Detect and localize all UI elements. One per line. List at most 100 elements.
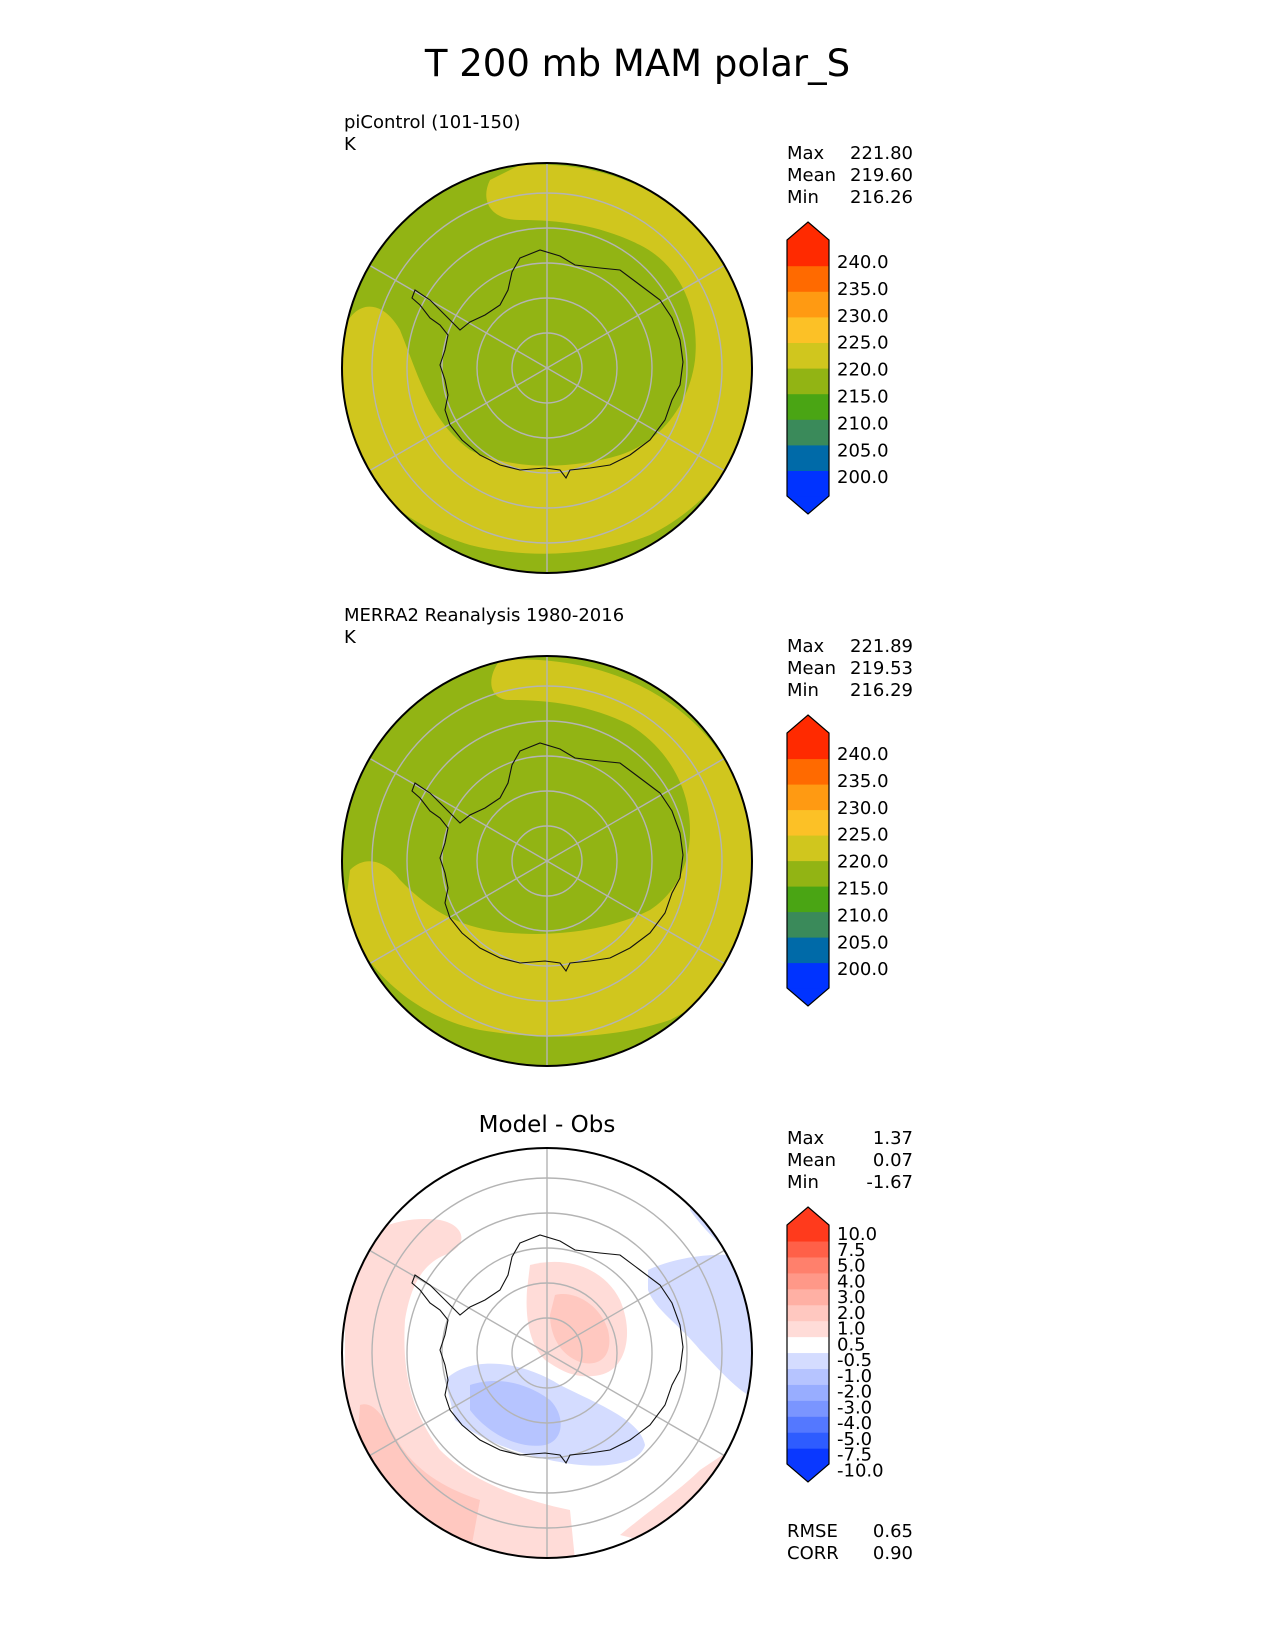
stat-label-max: Max [787,143,825,164]
panel2-colorbar: 240.0 235.0 230.0 225.0 220.0 215.0 210.0 205.0… [786,714,889,1007]
stat-label-min: Min [787,1172,819,1193]
metric-label-rmse: RMSE [787,1521,838,1542]
colorbar-tick-label: 225.0 [837,825,889,846]
panel1-title: piControl (101-150) [344,112,521,133]
metric-value-rmse: 0.65 [872,1521,913,1542]
colorbar-outline [786,221,830,515]
colorbar-tick-label: 240.0 [837,252,889,273]
colorbar-band [787,758,829,785]
stat-label-mean: Mean [787,165,837,186]
map-boundary [341,162,753,574]
panel1-units: K [344,134,356,155]
colorbar-extend-low [787,1464,829,1482]
colorbar-tick-label: -5.0 [837,1429,872,1450]
field-region-positive-core [550,1294,610,1364]
panel3-map: 10.07.55.04.03.02.01.00.5-0.5-1.0-2.0-3.… [341,1147,884,1559]
panel2-map: 240.0 235.0 230.0 225.0 220.0 215.0 210.0 205.0… [341,655,889,1067]
field-region-220-225 [345,659,752,1037]
colorbar-tick-label: 215.0 [837,387,889,408]
stat-value-min: 216.29 [850,680,913,701]
stat-label-mean: Mean [787,658,837,679]
colorbar-band [787,784,829,811]
colorbar-band [787,1384,829,1401]
graticule [368,656,726,1066]
colorbar-tick-label: 205.0 [837,440,889,461]
colorbar-tick-label: 3.0 [837,1287,866,1308]
stat-value-mean: 219.53 [850,658,913,679]
colorbar-tick-label: 220.0 [837,360,889,381]
stat-value-max: 1.37 [872,1128,913,1149]
stat-label-min: Min [787,187,819,208]
colorbar-band [787,1400,829,1417]
panel2-units: K [344,627,356,648]
colorbar-tick-label: -10.0 [837,1460,884,1481]
colorbar-band [787,368,829,395]
colorbar-extend-low [787,496,829,514]
metric-value-corr: 0.90 [872,1543,913,1564]
colorbar-band [787,1368,829,1385]
colorbar-tick-label: 200.0 [837,959,889,980]
colorbar-tick-label: 225.0 [837,333,889,354]
colorbar-band [787,240,829,267]
coastline-antarctica [411,1234,684,1465]
stat-value-max: 221.80 [850,143,913,164]
colorbar-tick-label: -1.0 [837,1366,872,1387]
metric-label-corr: CORR [787,1543,839,1564]
field-region-positive-south [620,1450,740,1545]
stat-value-max: 221.89 [850,636,913,657]
colorbar-band [787,1304,829,1322]
colorbar-tick-label: 240.0 [837,744,889,765]
colorbar-band [787,419,829,446]
stat-value-min: 216.26 [850,187,913,208]
colorbar-band [787,316,829,343]
field-region-negative-east [648,1254,752,1400]
colorbar-tick-label: 7.5 [837,1240,866,1261]
panel2-title: MERRA2 Reanalysis 1980-2016 [344,605,625,626]
stat-label-mean: Mean [787,1150,837,1171]
colorbar-band [787,835,829,862]
stat-label-max: Max [787,636,825,657]
colorbar-tick-label: 220.0 [837,852,889,873]
colorbar-band [787,1256,829,1274]
colorbar-band [787,444,829,471]
colorbar-band [787,809,829,836]
colorbar-band [787,733,829,760]
colorbar-outline [786,1206,830,1483]
colorbar-tick-label: 205.0 [837,932,889,953]
graticule [368,1148,726,1558]
panel3-colorbar: 10.07.55.04.03.02.01.00.5-0.5-1.0-2.0-3.… [786,1206,884,1483]
stat-value-mean: 219.60 [850,165,913,186]
colorbar-outline [786,714,830,1007]
colorbar-extend-high [787,222,829,240]
colorbar-tick-label: 200.0 [837,467,889,488]
colorbar-band [787,342,829,369]
colorbar-tick-label: 215.0 [837,879,889,900]
colorbar-band [787,265,829,292]
map-boundary [341,1147,753,1559]
colorbar-band [787,393,829,420]
colorbar-band [787,860,829,887]
colorbar-tick-label: 2.0 [837,1303,866,1324]
stat-value-min: -1.67 [866,1172,913,1193]
colorbar-tick-label: -4.0 [837,1413,872,1434]
colorbar-extend-high [787,715,829,733]
colorbar-band [787,1320,829,1338]
colorbar-band [787,1272,829,1290]
colorbar-tick-label: 235.0 [837,771,889,792]
colorbar-band [787,937,829,964]
colorbar-tick-label: 5.0 [837,1256,866,1277]
panel2-stats: Max 221.89 Mean 219.53 Min 216.29 [787,636,913,702]
stat-label-max: Max [787,1128,825,1149]
colorbar-tick-label: -7.5 [837,1445,872,1466]
field-region-220-225 [342,164,752,554]
stat-value-mean: 0.07 [872,1150,913,1171]
stat-label-min: Min [787,680,819,701]
colorbar-tick-label: 0.5 [837,1334,866,1355]
colorbar-band [787,1416,829,1433]
colorbar-tick-label: 235.0 [837,279,889,300]
colorbar-band [787,1240,829,1258]
colorbar-band [787,911,829,938]
coastline-antarctica [411,742,684,973]
colorbar-tick-label: 1.0 [837,1319,866,1340]
